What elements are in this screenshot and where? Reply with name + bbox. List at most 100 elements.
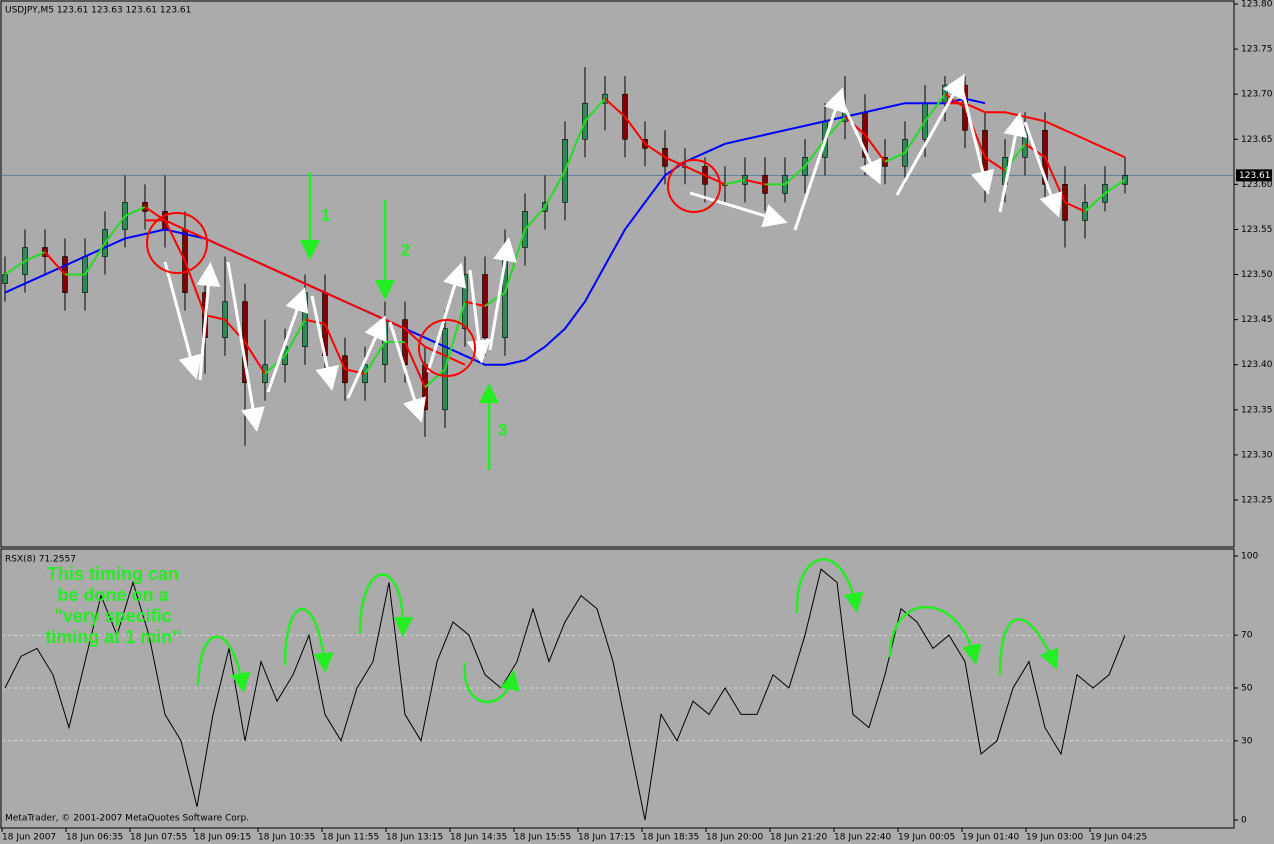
fast-ma-segment [4, 260, 26, 276]
arrow [895, 73, 965, 196]
fast-ma-segment [364, 341, 386, 375]
scribble [888, 606, 982, 665]
x-tick-label: 18 Jun 15:55 [514, 833, 571, 843]
x-tick-label: 18 Jun 11:55 [322, 833, 379, 843]
candle-body [882, 157, 888, 167]
scribble [358, 573, 414, 637]
fast-ma-segment [84, 242, 106, 276]
arrow [266, 287, 309, 393]
fast-ma-segment [204, 314, 226, 321]
fast-ma-segment [304, 318, 326, 326]
fast-ma-segment [924, 93, 946, 122]
circle [667, 159, 721, 213]
fast-ma-segment [1104, 179, 1126, 195]
fast-ma-segment [264, 354, 286, 375]
fast-ma-segment [984, 156, 1006, 172]
x-tick-label: 18 Jun 18:35 [642, 833, 699, 843]
fast-ma-segment [164, 219, 186, 262]
fast-ma-segment [484, 291, 506, 307]
x-tick-label: 18 Jun 10:35 [258, 833, 315, 843]
arrow [310, 295, 339, 391]
fast-ma-segment [1064, 201, 1086, 213]
fast-ma-segment [104, 215, 126, 244]
note-line: be done on a [57, 585, 169, 605]
fast-ma-segment [704, 174, 726, 186]
white-arrows [163, 73, 1063, 432]
y-tick-label: 100 [1241, 552, 1258, 562]
y-tick-label: 123.40 [1241, 360, 1273, 370]
price-badge [1236, 169, 1272, 182]
slow-ma-line [945, 102, 1126, 159]
fast-ma-segment [724, 178, 746, 186]
x-tick-label: 18 Jun 17:15 [578, 833, 635, 843]
arrow [163, 261, 202, 380]
y-tick-label: 123.50 [1241, 270, 1273, 280]
current-price-label: 123.61 [1239, 171, 1271, 181]
fast-ma-segment [584, 98, 606, 122]
arrow [226, 261, 265, 432]
fast-ma-segment [804, 138, 826, 167]
fast-ma-segment [604, 97, 626, 118]
arrow [388, 321, 427, 423]
fast-ma-segment [544, 170, 566, 208]
x-tick-label: 18 Jun 2007 [2, 833, 56, 843]
fast-ma-segment [784, 165, 806, 186]
scribble [998, 618, 1059, 676]
note-line: This timing can [47, 564, 179, 584]
x-tick-label: 19 Jun 01:40 [962, 833, 1019, 843]
fast-ma-segment [424, 368, 446, 389]
arrow [843, 107, 882, 185]
y-tick-label: 123.60 [1241, 180, 1273, 190]
slow-ma-line [145, 219, 466, 366]
circle [418, 319, 476, 377]
fast-ma-segment [564, 120, 586, 172]
x-tick-label: 18 Jun 22:40 [834, 833, 891, 843]
y-tick-label: 30 [1241, 736, 1253, 746]
y-tick-label: 0 [1241, 816, 1247, 826]
fast-ma-segment [284, 319, 306, 357]
x-tick-label: 18 Jun 13:15 [386, 833, 443, 843]
long-ma-line [4, 97, 986, 366]
x-tick-label: 19 Jun 04:25 [1090, 833, 1147, 843]
y-tick-label: 123.55 [1241, 225, 1273, 235]
y-tick-label: 123.25 [1241, 496, 1273, 506]
x-tick-label: 19 Jun 03:00 [1026, 833, 1083, 843]
indicator-title: RSX(8) 71.2557 [5, 555, 76, 565]
green-scribbles [196, 558, 1059, 704]
fast-ma-segment [444, 301, 466, 370]
y-tick-label: 50 [1241, 684, 1253, 694]
arrow [488, 237, 517, 351]
x-tick-label: 19 Jun 00:05 [898, 833, 955, 843]
y-tick-label: 123.80 [1241, 0, 1273, 10]
arrow [689, 191, 788, 228]
fast-ma-segment [24, 251, 46, 262]
y-tick-label: 123.30 [1241, 450, 1273, 460]
x-tick-label: 18 Jun 14:35 [450, 833, 507, 843]
y-tick-label: 123.75 [1241, 45, 1273, 55]
arrow [958, 79, 995, 195]
fast-ma-segment [744, 178, 766, 186]
fast-ma-segment [824, 116, 846, 140]
red-circles [146, 159, 721, 377]
fast-ma-segment [324, 323, 346, 370]
arrow [1023, 121, 1063, 218]
scribble [196, 635, 251, 693]
scribble [283, 607, 334, 673]
rsx-line [4, 568, 1126, 821]
x-tick-label: 18 Jun 06:35 [66, 833, 123, 843]
fast-ma-segment [664, 156, 686, 168]
fast-ma-segment [244, 341, 266, 375]
fast-ma-segment [684, 165, 706, 177]
footer: MetaTrader, © 2001-2007 MetaQuotes Softw… [5, 814, 249, 824]
x-tick-label: 18 Jun 21:20 [770, 833, 827, 843]
fast-ma-segment [524, 206, 546, 231]
annotation: 1 [321, 205, 330, 224]
fast-ma-segment [344, 368, 366, 375]
note-line: "very specific [54, 606, 172, 626]
y-tick-label: 123.45 [1241, 315, 1273, 325]
x-tick-label: 18 Jun 20:00 [706, 833, 763, 843]
arrow [346, 315, 387, 399]
fast-ma-segment [884, 151, 906, 163]
